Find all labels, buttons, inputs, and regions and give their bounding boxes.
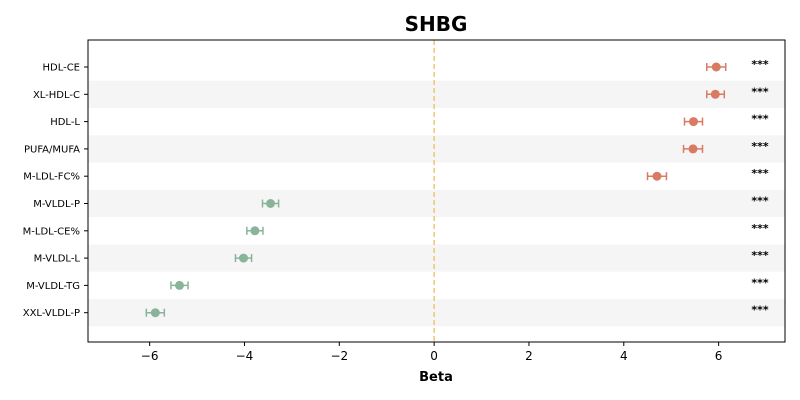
chart-title: SHBG xyxy=(405,12,468,36)
significance-label: *** xyxy=(751,85,769,98)
row-bands xyxy=(88,80,785,327)
row-band xyxy=(88,299,785,327)
category-label: PUFA/MUFA xyxy=(24,144,80,155)
data-point xyxy=(710,89,720,99)
data-points xyxy=(145,62,727,318)
forest-row xyxy=(170,280,189,290)
x-axis-label: Beta xyxy=(419,370,453,385)
category-label: M-LDL-CE% xyxy=(23,226,80,237)
data-point xyxy=(250,226,260,236)
plot-frame xyxy=(87,39,786,343)
x-tick-label: −4 xyxy=(236,349,254,363)
x-tick-label: 2 xyxy=(525,349,533,363)
data-point xyxy=(150,308,160,318)
forest-row xyxy=(683,117,704,127)
x-tick-label: −2 xyxy=(330,349,348,363)
significance-label: *** xyxy=(751,58,769,71)
forest-row xyxy=(261,199,280,208)
significance-label: *** xyxy=(751,140,769,153)
data-point xyxy=(688,117,698,127)
forest-row xyxy=(145,308,166,318)
forest-row xyxy=(234,253,253,263)
data-point xyxy=(688,144,698,154)
x-axis-ticks: −6 −4 −2 0 2 4 6 xyxy=(141,342,723,363)
row-band xyxy=(88,135,785,163)
x-tick-label: 4 xyxy=(620,349,628,363)
category-label: M-VLDL-TG xyxy=(26,281,80,292)
category-label: HDL-L xyxy=(50,117,80,128)
significance-label: *** xyxy=(751,249,769,262)
y-axis-labels: HDL-CE XL-HDL-C HDL-L PUFA/MUFA M-LDL-FC% M-V… xyxy=(23,63,88,319)
significance-label: *** xyxy=(751,304,769,317)
forest-row xyxy=(682,144,704,154)
forest-row xyxy=(706,62,727,72)
significance-labels: *** *** *** *** *** *** *** *** *** *** xyxy=(751,58,769,317)
x-tick-label: 6 xyxy=(715,349,723,363)
category-label: M-VLDL-L xyxy=(34,254,81,265)
significance-label: *** xyxy=(751,113,769,126)
row-band xyxy=(88,189,785,218)
row-band xyxy=(88,80,785,108)
data-point xyxy=(239,253,249,263)
data-point xyxy=(711,62,721,72)
data-point xyxy=(175,280,185,290)
forest-row xyxy=(246,226,264,236)
category-label: XL-HDL-C xyxy=(33,90,80,101)
category-label: XXL-VLDL-P xyxy=(23,308,80,319)
row-band xyxy=(88,244,785,272)
data-point xyxy=(652,171,662,181)
category-label: HDL-CE xyxy=(42,63,80,74)
category-label: M-LDL-FC% xyxy=(23,172,80,183)
data-point xyxy=(266,199,276,208)
significance-label: *** xyxy=(751,167,769,180)
x-tick-label: −6 xyxy=(141,349,159,363)
forest-row xyxy=(646,171,668,181)
category-label: M-VLDL-P xyxy=(33,199,80,210)
significance-label: *** xyxy=(751,195,769,208)
significance-label: *** xyxy=(751,222,769,235)
x-tick-label: 0 xyxy=(430,349,438,363)
forest-row xyxy=(706,89,726,99)
significance-label: *** xyxy=(751,276,769,289)
